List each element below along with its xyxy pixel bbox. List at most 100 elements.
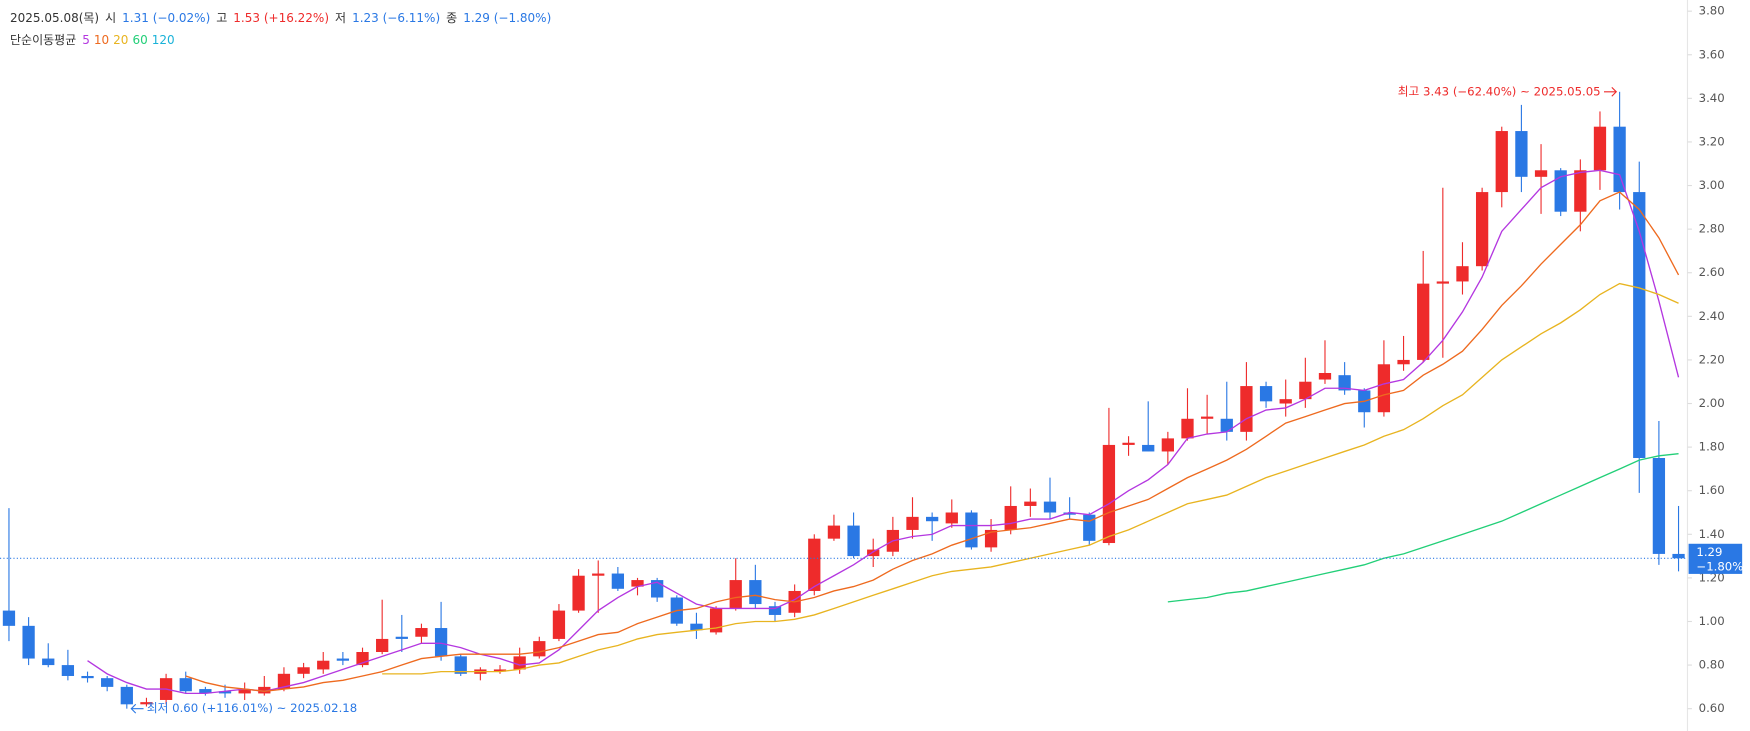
candle-body <box>101 678 114 687</box>
candle-body <box>258 686 271 694</box>
y-tick-label: 3.80 <box>1699 4 1725 18</box>
candle-body <box>749 580 762 605</box>
candle-body <box>1161 438 1174 452</box>
header-value: 1.31 (−0.02%) <box>122 11 211 25</box>
candle-body <box>1456 266 1469 282</box>
legend-title: 단순이동평균 <box>10 33 77 47</box>
candle-body <box>1417 283 1430 360</box>
y-tick-label: 1.60 <box>1699 483 1725 497</box>
candle-body <box>199 689 212 694</box>
y-tick-label: 0.80 <box>1699 658 1725 672</box>
candle-body <box>631 580 644 587</box>
candle-body <box>1259 386 1273 402</box>
candle-body <box>1534 170 1548 177</box>
candle-body <box>572 575 585 611</box>
last-change: −1.80% <box>1696 560 1743 574</box>
candle-body <box>827 525 841 539</box>
candle-body <box>926 516 939 522</box>
last-price: 1.29 <box>1696 545 1722 559</box>
candle-body <box>42 658 55 666</box>
candle-body <box>965 512 978 548</box>
y-tick-label: 3.00 <box>1699 178 1725 192</box>
y-tick-label: 3.20 <box>1699 134 1725 148</box>
candle-body <box>1102 444 1116 544</box>
header-label: 고 <box>216 11 228 25</box>
candle-body <box>1515 131 1528 177</box>
candle-body <box>376 638 389 653</box>
candle-body <box>533 641 546 657</box>
candle-body <box>1318 372 1332 380</box>
candle-body <box>297 667 310 674</box>
legend-entry: 20 <box>113 33 129 47</box>
candle-body <box>729 580 742 609</box>
header-date: 2025.05.08(목) <box>10 11 100 25</box>
candle-body <box>22 625 35 659</box>
y-tick-label: 1.40 <box>1699 527 1725 541</box>
candle-body <box>1377 364 1391 413</box>
last-price-tag <box>1688 543 1743 574</box>
candle-body <box>120 686 133 705</box>
candle-body <box>906 516 919 530</box>
candle-body <box>808 538 821 591</box>
candle-body <box>179 678 192 692</box>
candle-body <box>592 573 605 576</box>
candle-body <box>1024 501 1037 506</box>
ma-line <box>382 282 1679 675</box>
candle-body <box>1240 386 1253 432</box>
candle-body <box>1574 170 1587 212</box>
candle-body <box>709 608 723 633</box>
candle-body <box>690 623 703 631</box>
candle-body <box>1593 126 1607 171</box>
candle-body <box>140 702 153 705</box>
candle-body <box>1495 131 1508 193</box>
candle-body <box>395 636 408 639</box>
candle-body <box>454 656 467 674</box>
candle-body <box>1299 381 1312 400</box>
ma-line <box>87 169 1680 695</box>
candle-body <box>1633 192 1646 459</box>
candle-body <box>867 549 880 557</box>
ma-line <box>1167 453 1679 603</box>
candle-body <box>218 691 232 694</box>
y-tick-label: 2.80 <box>1699 222 1725 236</box>
candle-body <box>1279 399 1292 404</box>
candle-body <box>336 658 350 661</box>
legend-entry: 5 <box>82 33 90 47</box>
header-label: 저 <box>335 11 347 25</box>
candle-body <box>61 665 75 676</box>
legend-entry: 120 <box>151 33 175 47</box>
candle-body <box>1220 418 1233 432</box>
y-tick-label: 1.80 <box>1699 440 1725 454</box>
header-value: 1.53 (+16.22%) <box>233 11 330 25</box>
candle-body <box>1200 416 1214 419</box>
header-label: 종 <box>446 11 458 25</box>
candle-body <box>1652 458 1666 554</box>
candle-body <box>1475 192 1489 267</box>
candle-body <box>1436 281 1449 284</box>
legend-entry: 10 <box>93 33 110 47</box>
y-tick-label: 2.00 <box>1699 396 1725 410</box>
candle-body <box>2 610 16 626</box>
candle-body <box>847 525 860 557</box>
candle-body <box>1554 170 1567 212</box>
y-tick-label: 1.00 <box>1699 614 1725 628</box>
high-annotation: 최고 3.43 (−62.40%) ~ 2025.05.05 <box>1398 84 1601 98</box>
candle-body <box>415 628 428 637</box>
candle-body <box>1063 512 1076 515</box>
candle-body <box>1142 444 1155 452</box>
candle-body <box>317 660 330 670</box>
candle-body <box>1043 501 1057 513</box>
candle-body <box>513 656 526 670</box>
candle-body <box>434 628 448 657</box>
candle-body <box>768 606 782 615</box>
candle-body <box>552 610 566 639</box>
candle-body <box>493 669 507 672</box>
ma-line <box>185 191 1680 692</box>
y-tick-label: 2.60 <box>1699 265 1725 279</box>
candle-body <box>1181 418 1194 439</box>
candle-body <box>1397 359 1410 365</box>
y-tick-label: 0.60 <box>1699 701 1725 715</box>
y-tick-label: 2.40 <box>1699 309 1725 323</box>
